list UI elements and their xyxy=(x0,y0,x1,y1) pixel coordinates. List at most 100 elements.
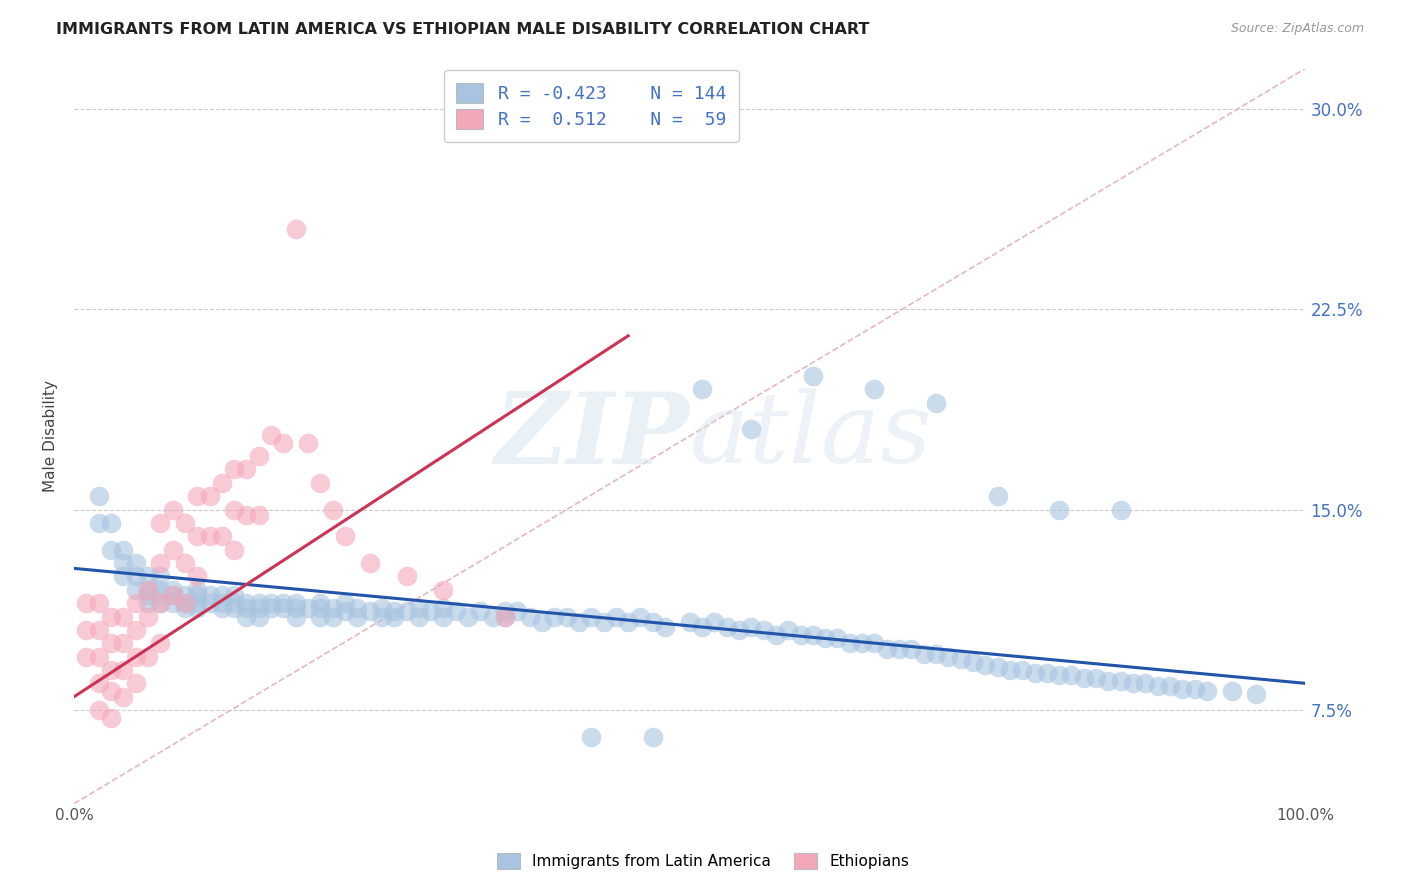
Point xyxy=(273,435,295,450)
Point xyxy=(838,636,860,650)
Point xyxy=(1011,663,1033,677)
Point xyxy=(75,649,97,664)
Point xyxy=(333,604,356,618)
Point xyxy=(174,588,197,602)
Point xyxy=(359,556,381,570)
Point xyxy=(124,596,146,610)
Point xyxy=(925,647,948,661)
Legend: Immigrants from Latin America, Ethiopians: Immigrants from Latin America, Ethiopian… xyxy=(491,847,915,875)
Point xyxy=(900,641,922,656)
Point xyxy=(211,596,233,610)
Point xyxy=(112,556,135,570)
Point xyxy=(1195,684,1218,698)
Point xyxy=(1085,671,1108,685)
Point xyxy=(149,596,172,610)
Point xyxy=(740,620,762,634)
Point xyxy=(75,623,97,637)
Point xyxy=(162,588,184,602)
Point xyxy=(432,609,454,624)
Point xyxy=(224,588,246,602)
Point xyxy=(124,623,146,637)
Point xyxy=(235,462,257,476)
Point xyxy=(198,529,221,543)
Point xyxy=(124,582,146,597)
Point xyxy=(876,641,898,656)
Point xyxy=(136,609,159,624)
Point xyxy=(371,601,394,615)
Point xyxy=(186,569,208,583)
Point xyxy=(506,604,529,618)
Point xyxy=(581,730,603,744)
Point xyxy=(912,647,935,661)
Point xyxy=(284,596,307,610)
Point xyxy=(211,601,233,615)
Point xyxy=(778,623,800,637)
Point xyxy=(1244,687,1267,701)
Point xyxy=(186,489,208,503)
Point xyxy=(87,703,110,717)
Point xyxy=(211,529,233,543)
Point xyxy=(925,395,948,409)
Point xyxy=(752,623,775,637)
Point xyxy=(284,222,307,236)
Point xyxy=(100,663,122,677)
Point xyxy=(260,596,283,610)
Point xyxy=(260,601,283,615)
Point xyxy=(543,609,565,624)
Point xyxy=(1171,681,1194,696)
Point xyxy=(1135,676,1157,690)
Point xyxy=(555,609,578,624)
Point xyxy=(162,582,184,597)
Point xyxy=(346,609,368,624)
Point xyxy=(827,631,849,645)
Point xyxy=(100,636,122,650)
Point xyxy=(260,427,283,442)
Point xyxy=(136,569,159,583)
Point xyxy=(174,601,197,615)
Point xyxy=(174,516,197,530)
Point xyxy=(654,620,676,634)
Point xyxy=(1220,684,1243,698)
Point xyxy=(408,609,430,624)
Point xyxy=(87,623,110,637)
Point xyxy=(247,596,270,610)
Point xyxy=(112,609,135,624)
Point xyxy=(224,601,246,615)
Point xyxy=(124,556,146,570)
Point xyxy=(87,676,110,690)
Point xyxy=(962,655,984,669)
Point xyxy=(1047,668,1070,682)
Point xyxy=(592,615,614,629)
Point xyxy=(124,649,146,664)
Point xyxy=(801,368,824,383)
Point xyxy=(124,569,146,583)
Point xyxy=(224,542,246,557)
Point xyxy=(309,596,332,610)
Point xyxy=(1122,676,1144,690)
Point xyxy=(162,596,184,610)
Point xyxy=(247,449,270,463)
Point xyxy=(247,609,270,624)
Point xyxy=(235,508,257,522)
Point xyxy=(149,516,172,530)
Point xyxy=(149,596,172,610)
Point xyxy=(284,601,307,615)
Point xyxy=(224,596,246,610)
Point xyxy=(1073,671,1095,685)
Point xyxy=(100,516,122,530)
Point xyxy=(75,596,97,610)
Point xyxy=(211,475,233,490)
Point xyxy=(174,556,197,570)
Point xyxy=(174,596,197,610)
Point xyxy=(100,542,122,557)
Point xyxy=(395,569,418,583)
Point xyxy=(494,604,516,618)
Point xyxy=(987,489,1010,503)
Point xyxy=(887,641,910,656)
Point xyxy=(136,588,159,602)
Point xyxy=(568,615,591,629)
Point xyxy=(605,609,627,624)
Point xyxy=(382,604,405,618)
Point xyxy=(136,582,159,597)
Point xyxy=(1109,673,1132,688)
